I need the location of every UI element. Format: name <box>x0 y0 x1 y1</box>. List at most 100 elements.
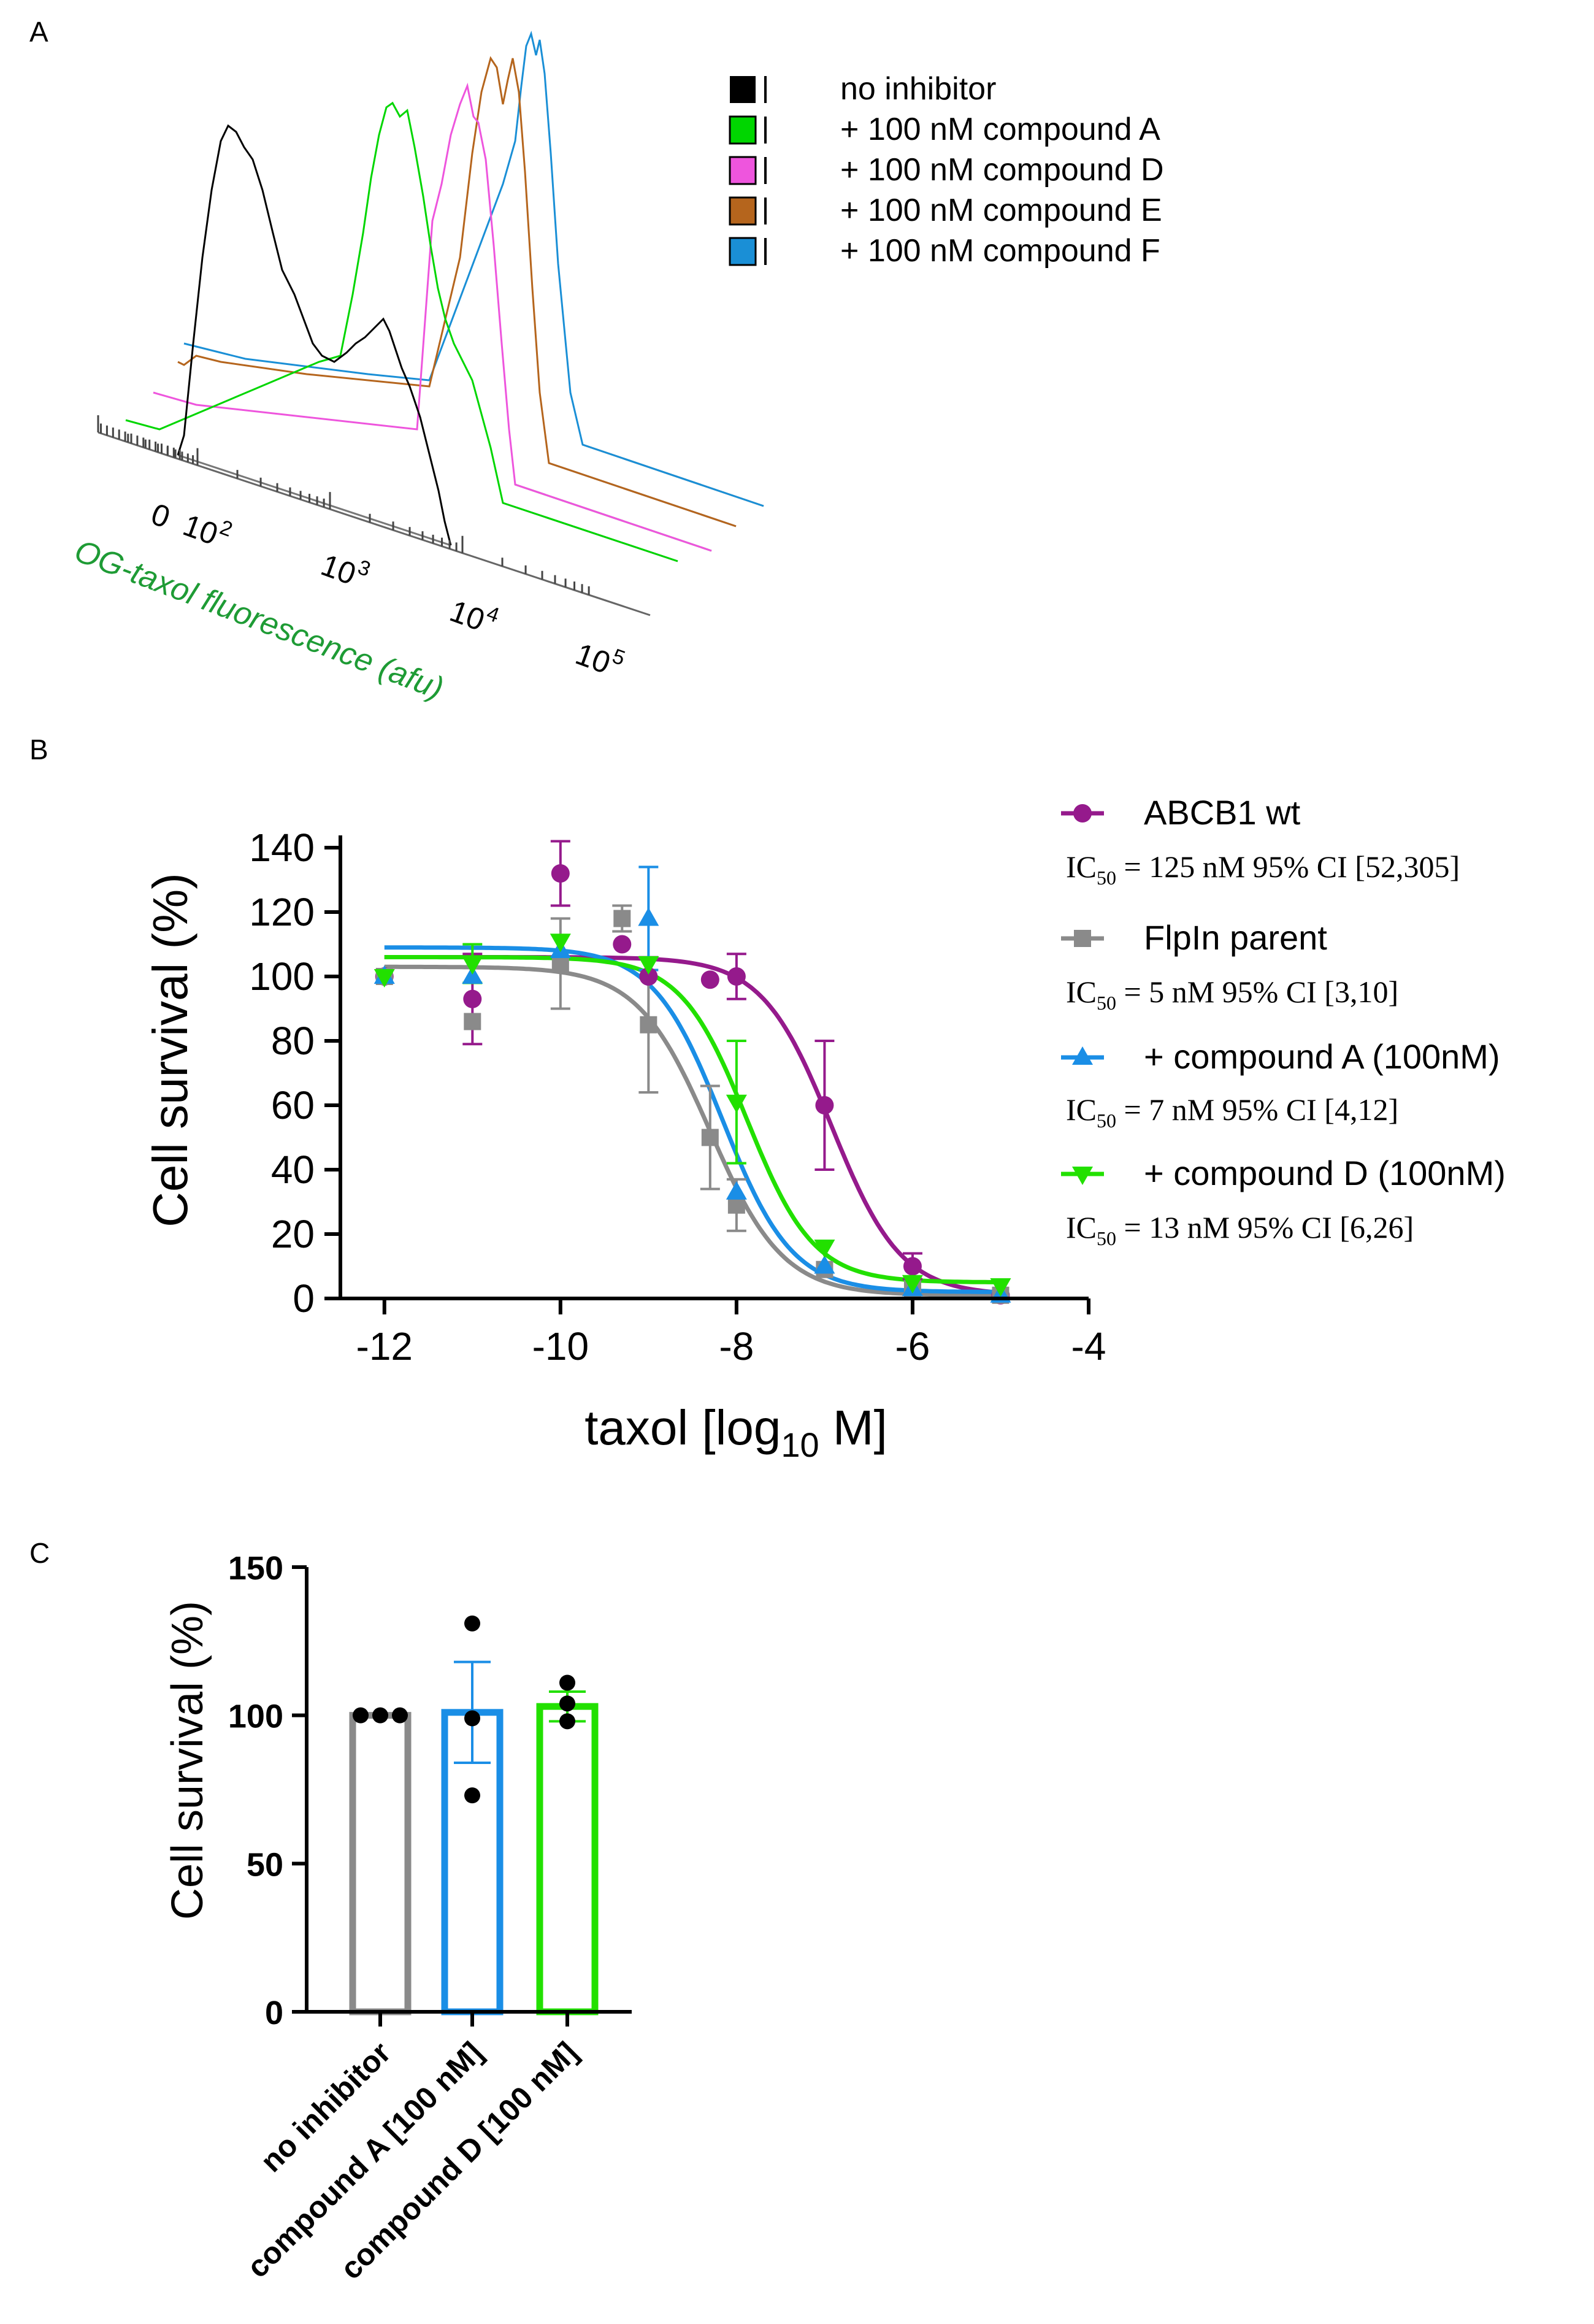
legend-marker-abcb1-wt <box>1073 804 1092 823</box>
data-point-3-5 <box>814 1240 835 1258</box>
histogram-x-axis <box>98 431 651 616</box>
fit-curve-1 <box>384 964 1001 1298</box>
x-tick-label--12: -12 <box>356 1324 413 1368</box>
histogram-baselines <box>177 443 764 562</box>
data-point-0-6 <box>727 967 746 986</box>
tick-label-1e5: 10 5 <box>571 637 628 681</box>
legend-item-compound-d-series: + compound D (100nM) IC50 = 13 nM 95% CI… <box>1061 1154 1506 1249</box>
y-tick-label-140: 140 <box>249 826 315 870</box>
ic50-sub-abcb1-wt: 50 <box>1097 867 1116 889</box>
panel-letter-c: C <box>29 1537 50 1569</box>
legend-marker-flpin-parent <box>1074 930 1091 947</box>
ic50-prefix-compound-d: IC <box>1066 1210 1097 1244</box>
x-tick-label--4: -4 <box>1071 1324 1106 1368</box>
bar-point-0-0 <box>353 1707 369 1724</box>
tick-label-1e3: 10 3 <box>316 548 374 592</box>
legend-label-compound-f: + 100 nM compound F <box>840 233 1160 269</box>
y-tick-label-0: 0 <box>293 1276 315 1321</box>
ic50-prefix-flpin-parent: IC <box>1066 975 1097 1009</box>
fit-curve-3 <box>384 955 1001 1284</box>
tick-label-0: 0 <box>147 497 174 535</box>
data-point-3-1 <box>462 956 483 975</box>
legend-item-abcb1-wt: ABCB1 wt IC50 = 125 nM 95% CI [52,305] <box>1061 793 1460 889</box>
tick-label-1e5-base: 10 <box>571 637 615 681</box>
legend-label-abcb1-wt: ABCB1 wt <box>1144 793 1301 832</box>
dose-response-axes: 0 20 40 60 80 100 120 140 -12 -10 -8 -6 -4 <box>249 826 1106 1368</box>
data-point-3-3 <box>638 956 659 975</box>
legend-label-compound-a-series: + compound A (100nM) <box>1144 1037 1500 1076</box>
legend-label-compound-d-series: + compound D (100nM) <box>1144 1154 1506 1192</box>
legend-swatch-no-inhibitor <box>730 76 756 103</box>
data-point-0-1 <box>463 989 482 1008</box>
x-label-subscript: 10 <box>781 1425 819 1464</box>
tick-label-1e2-base: 10 <box>178 508 222 552</box>
x-tick-label--6: -6 <box>895 1324 930 1368</box>
bar-y-axis-label: Cell survival (%) <box>163 1601 212 1920</box>
legend-label-flpin-parent: FlpIn parent <box>1144 918 1327 957</box>
data-point-0-4 <box>639 967 658 986</box>
histogram-compound-a <box>125 101 678 562</box>
ic50-text-abcb1-wt: = 125 nM 95% CI [52,305] <box>1116 849 1460 884</box>
legend-label-compound-e: + 100 nM compound E <box>840 193 1162 228</box>
histogram-no-inhibitor <box>177 124 452 546</box>
data-point-1-4 <box>640 1016 657 1034</box>
ic50-prefix-abcb1-wt: IC <box>1066 849 1097 884</box>
data-point-0-2 <box>551 864 570 883</box>
x-tick-label--8: -8 <box>719 1324 754 1368</box>
ic50-compound-a: IC50 = 7 nM 95% CI [4,12] <box>1066 1092 1398 1132</box>
bar-point-2-2 <box>559 1713 575 1730</box>
y-tick-label-20: 20 <box>271 1212 315 1256</box>
ic50-flpin-parent: IC50 = 5 nM 95% CI [3,10] <box>1066 975 1398 1014</box>
tick-label-1e3-base: 10 <box>316 548 360 592</box>
x-tick-label--10: -10 <box>532 1324 589 1368</box>
ic50-text-compound-a: = 7 nM 95% CI [4,12] <box>1116 1092 1398 1127</box>
x-label-main: taxol [log <box>584 1400 781 1455</box>
ic50-sub-compound-d: 50 <box>1097 1227 1116 1249</box>
x-label-end: M] <box>819 1400 887 1455</box>
data-point-1-5 <box>701 1129 719 1146</box>
ic50-sub-compound-a: 50 <box>1097 1110 1116 1132</box>
panel-letter-a: A <box>29 16 48 48</box>
bar-y-tick-label-150: 150 <box>228 1550 283 1587</box>
histogram-compound-e <box>177 56 737 527</box>
fit-curve-2 <box>384 945 1001 1294</box>
bar-point-0-2 <box>392 1707 408 1724</box>
legend-label-compound-d: + 100 nM compound D <box>840 152 1164 188</box>
y-tick-label-100: 100 <box>249 954 315 999</box>
legend-marker-compound-a <box>1072 1046 1093 1065</box>
baseline-no-inhibitor <box>177 454 451 546</box>
dose-response-x-axis-label: taxol [log10 M] <box>584 1400 887 1464</box>
legend-item-no-inhibitor: no inhibitor <box>730 71 996 107</box>
data-point-1-3 <box>613 910 631 927</box>
bar-point-1-0 <box>464 1615 480 1632</box>
ic50-text-compound-d: = 13 nM 95% CI [6,26] <box>1116 1210 1414 1244</box>
data-point-3-7 <box>990 1278 1011 1297</box>
bar-y-tick-label-50: 50 <box>247 1846 283 1883</box>
data-point-0-7 <box>815 1096 834 1114</box>
data-point-0-3 <box>613 935 632 954</box>
legend-item-compound-d: + 100 nM compound D <box>729 152 1164 188</box>
legend-item-compound-e: + 100 nM compound E <box>729 193 1162 228</box>
histogram-compound-d <box>153 82 712 552</box>
legend-swatch-compound-f <box>729 237 757 266</box>
bar-point-2-0 <box>559 1674 575 1691</box>
bar-0 <box>349 1712 412 2015</box>
legend-item-flpin-parent: FlpIn parent IC50 = 5 nM 95% CI [3,10] <box>1061 918 1398 1014</box>
error-bars <box>462 840 922 1281</box>
panel-b-dose-response: 0 20 40 60 80 100 120 140 -12 -10 -8 -6 -4 Cell surv… <box>143 793 1506 1464</box>
data-point-0-5 <box>700 970 719 989</box>
y-tick-label-80: 80 <box>271 1019 315 1063</box>
data-point-3-4 <box>726 1094 747 1113</box>
legend-item-compound-a: + 100 nM compound A <box>729 112 1160 147</box>
bar-2 <box>536 1703 599 2015</box>
tick-label-1e4: 10 4 <box>445 594 502 638</box>
bar-point-1-1 <box>464 1710 480 1727</box>
data-point-1-1 <box>464 1013 481 1030</box>
dose-response-legend: ABCB1 wt IC50 = 125 nM 95% CI [52,305] F… <box>1061 793 1506 1249</box>
ic50-sub-flpin-parent: 50 <box>1097 992 1116 1014</box>
data-point-3-2 <box>550 934 571 953</box>
panel-c-bar-chart: 0 50 100 150 Cell survival (%) no inhibitor… <box>163 1550 632 2286</box>
legend-swatch-compound-e <box>729 196 757 226</box>
